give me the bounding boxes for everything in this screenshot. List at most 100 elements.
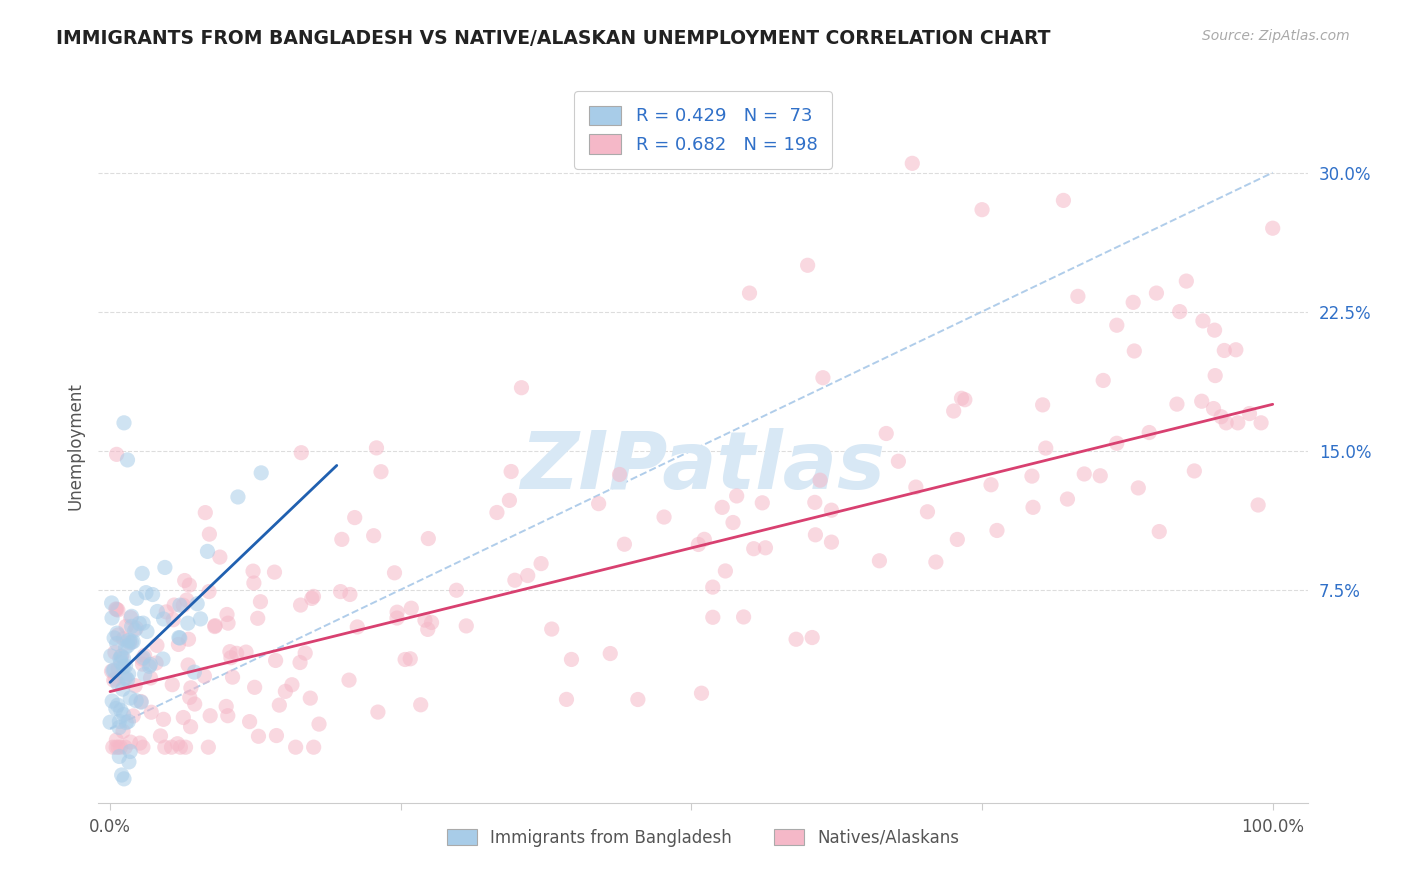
Point bbox=[339, 587, 361, 601]
Point bbox=[693, 533, 716, 547]
Point bbox=[754, 541, 776, 555]
Point bbox=[613, 537, 636, 551]
Point bbox=[742, 541, 765, 556]
Point bbox=[179, 690, 201, 705]
Point bbox=[101, 740, 124, 755]
Y-axis label: Unemployment: Unemployment bbox=[66, 382, 84, 510]
Point bbox=[107, 698, 129, 713]
Point bbox=[239, 714, 262, 729]
Point bbox=[125, 621, 148, 635]
Point bbox=[801, 631, 824, 645]
Point bbox=[131, 657, 153, 672]
Point bbox=[401, 601, 423, 615]
Point bbox=[302, 740, 325, 755]
Point bbox=[163, 598, 186, 612]
Point bbox=[1247, 498, 1270, 512]
Point bbox=[384, 566, 406, 580]
Point bbox=[215, 607, 238, 622]
Point bbox=[173, 574, 195, 588]
Point bbox=[235, 645, 257, 659]
Point bbox=[194, 506, 217, 520]
Point bbox=[111, 682, 134, 697]
Point bbox=[112, 660, 135, 674]
Point bbox=[263, 565, 285, 579]
Point bbox=[122, 709, 145, 723]
Point bbox=[266, 729, 288, 743]
Point bbox=[290, 598, 312, 612]
Point bbox=[225, 646, 247, 660]
Point bbox=[112, 772, 135, 786]
Point bbox=[725, 489, 748, 503]
Point bbox=[714, 564, 737, 578]
Point bbox=[1105, 318, 1128, 333]
Point bbox=[134, 648, 156, 663]
Point bbox=[243, 681, 266, 695]
Point bbox=[217, 708, 239, 723]
Point bbox=[108, 721, 131, 735]
Point bbox=[1056, 491, 1078, 506]
Point bbox=[121, 619, 143, 633]
Point bbox=[118, 633, 141, 648]
Point bbox=[875, 426, 897, 441]
Point bbox=[132, 616, 155, 631]
Point bbox=[110, 703, 132, 717]
Point bbox=[105, 602, 128, 616]
Point bbox=[107, 676, 129, 690]
Point bbox=[399, 652, 422, 666]
Point bbox=[172, 710, 194, 724]
Point bbox=[503, 574, 526, 588]
Point bbox=[190, 612, 212, 626]
Point bbox=[118, 755, 141, 769]
Point bbox=[204, 618, 226, 632]
Point bbox=[1067, 289, 1090, 303]
Point bbox=[530, 557, 553, 571]
Point bbox=[721, 516, 744, 530]
Point bbox=[1202, 401, 1225, 416]
Point bbox=[219, 650, 242, 665]
Point bbox=[110, 655, 132, 669]
Point bbox=[139, 671, 162, 685]
Point bbox=[950, 391, 973, 405]
Point bbox=[1144, 286, 1167, 301]
Point bbox=[104, 645, 127, 659]
Point bbox=[1022, 500, 1045, 515]
Point bbox=[247, 729, 270, 743]
Point bbox=[169, 631, 191, 645]
Point bbox=[560, 652, 582, 666]
Point bbox=[588, 497, 610, 511]
Point bbox=[711, 500, 734, 515]
Point bbox=[1149, 524, 1171, 539]
Point bbox=[733, 610, 755, 624]
Point bbox=[105, 636, 128, 650]
Point bbox=[738, 286, 761, 301]
Point bbox=[108, 714, 131, 729]
Point bbox=[702, 610, 724, 624]
Point bbox=[330, 533, 353, 547]
Point bbox=[516, 568, 538, 582]
Point bbox=[385, 605, 408, 619]
Point bbox=[1192, 314, 1215, 328]
Point bbox=[1073, 467, 1095, 481]
Point bbox=[112, 707, 135, 722]
Point bbox=[540, 622, 562, 636]
Point bbox=[1204, 323, 1226, 337]
Point bbox=[167, 631, 190, 645]
Point bbox=[751, 496, 773, 510]
Point bbox=[308, 717, 330, 731]
Point bbox=[112, 416, 135, 430]
Point bbox=[367, 705, 389, 719]
Point bbox=[103, 673, 125, 688]
Point bbox=[510, 381, 533, 395]
Point bbox=[221, 670, 243, 684]
Point bbox=[115, 671, 138, 685]
Point bbox=[1191, 394, 1213, 409]
Point bbox=[301, 591, 323, 606]
Point bbox=[115, 619, 138, 633]
Point bbox=[1032, 398, 1054, 412]
Point bbox=[904, 480, 927, 494]
Point bbox=[208, 550, 231, 565]
Point bbox=[110, 740, 132, 755]
Point bbox=[337, 673, 360, 687]
Point bbox=[183, 697, 205, 711]
Point bbox=[128, 736, 150, 750]
